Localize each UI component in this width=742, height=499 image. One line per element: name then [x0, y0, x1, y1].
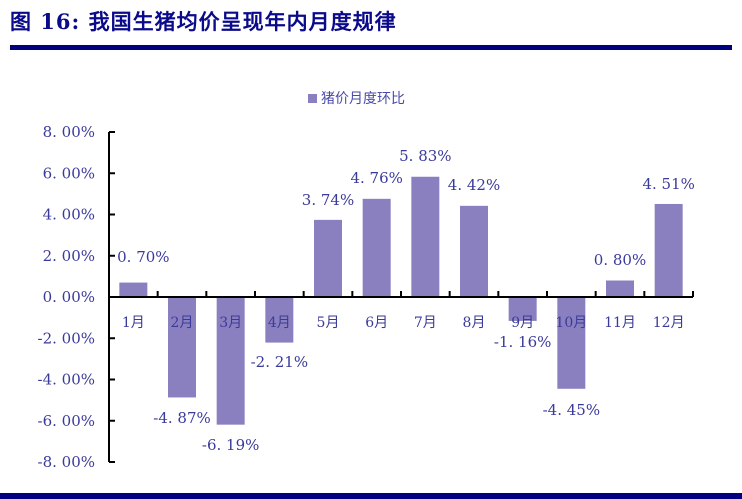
x-tick-label: 3月: [219, 315, 242, 331]
bottom-rule: [0, 493, 742, 499]
legend-swatch-icon: [308, 93, 317, 103]
data-label: 4. 42%: [448, 176, 500, 194]
x-tick-label: 10月: [555, 315, 587, 331]
bar: [314, 219, 342, 297]
data-label: 3. 74%: [302, 191, 354, 209]
data-label: -6. 19%: [202, 436, 260, 454]
x-tick-label: 9月: [511, 315, 534, 331]
figure-title: 图 16: 我国生猪均价呈现年内月度规律: [10, 9, 397, 34]
bar: [460, 205, 488, 297]
data-label: 0. 80%: [594, 251, 646, 269]
x-tick-label: 12月: [653, 315, 685, 331]
data-label: 4. 76%: [350, 169, 402, 187]
bar: [508, 297, 537, 321]
y-tick-label: -6. 00%: [38, 412, 96, 430]
bar: [265, 297, 294, 343]
data-label: -1. 16%: [494, 333, 552, 351]
legend-label: 猪价月度环比: [321, 91, 405, 107]
data-label: 5. 83%: [399, 147, 451, 165]
x-tick-label: 8月: [463, 315, 486, 331]
x-tick-label: 4月: [268, 315, 291, 331]
x-tick-label: 6月: [365, 315, 388, 331]
data-label: -4. 45%: [543, 401, 601, 419]
x-tick-label: 5月: [317, 315, 340, 331]
bar: [411, 176, 440, 297]
legend: 猪价月度环比: [308, 88, 405, 108]
y-tick-label: 8. 00%: [43, 123, 95, 141]
bar: [119, 282, 148, 297]
data-label: -2. 21%: [251, 353, 309, 371]
bar: [362, 198, 391, 297]
y-tick-label: 4. 00%: [43, 206, 95, 224]
bar: [557, 297, 586, 389]
x-tick-label: 1月: [122, 315, 145, 331]
y-tick-label: 0. 00%: [43, 288, 95, 306]
data-label: 0. 70%: [117, 248, 169, 266]
y-tick-label: -4. 00%: [38, 371, 96, 389]
bar: [216, 297, 245, 425]
y-tick-label: 6. 00%: [43, 164, 95, 182]
y-tick-label: 2. 00%: [43, 247, 95, 265]
data-label: 4. 51%: [642, 175, 694, 193]
x-tick-label: 2月: [171, 315, 194, 331]
x-tick-label: 7月: [414, 315, 437, 331]
bar: [654, 203, 683, 297]
x-tick-label: 11月: [604, 315, 636, 331]
bar: [168, 297, 196, 398]
bar: [606, 280, 634, 297]
data-label: -4. 87%: [153, 409, 211, 427]
title-rule: [10, 45, 732, 50]
y-tick-label: -2. 00%: [38, 329, 96, 347]
y-tick-label: -8. 00%: [38, 453, 96, 471]
